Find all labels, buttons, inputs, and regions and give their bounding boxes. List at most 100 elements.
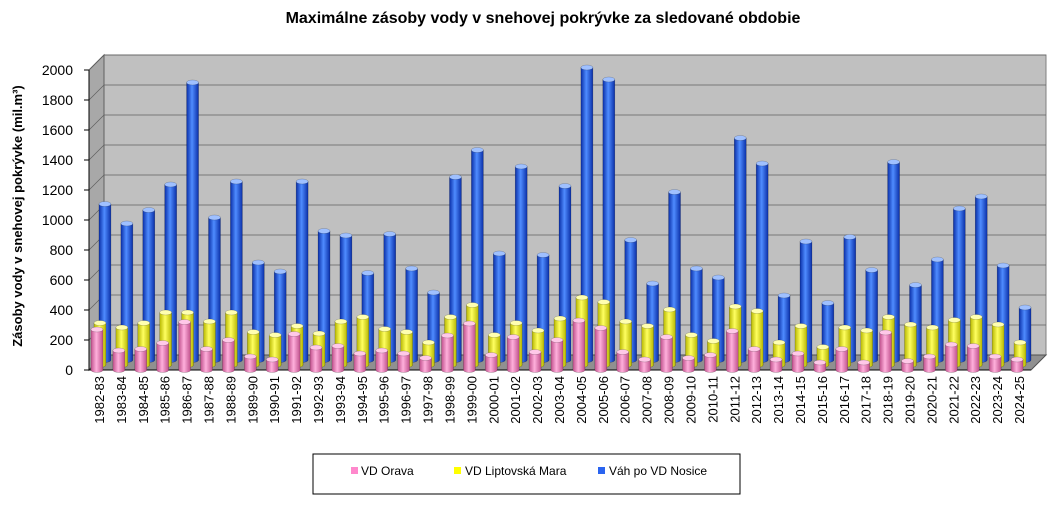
bar-vah-nosice-1992-93 [317,228,331,363]
legend-swatch-orava [351,467,358,474]
y-tick-label: 1600 [42,122,73,138]
y-axis-label: Zásoby vody v snehovej pokrývke (mil.m³) [10,85,25,347]
x-tick-label: 1998-99 [442,376,457,424]
x-tick-label: 2009-10 [683,376,698,424]
x-tick-label: 1987-88 [201,376,216,424]
bar-orava-2013-14 [769,356,783,373]
y-tick-label: 400 [50,302,74,318]
bar-orava-2009-10 [682,355,695,373]
gridline-side [88,54,105,71]
bar-orava-2024-25 [1010,356,1024,373]
y-tick-label: 1800 [42,92,73,108]
x-tick-label: 2003-04 [552,376,567,424]
bar-orava-1998-99 [441,332,454,373]
x-tick-label: 1990-91 [267,376,282,424]
y-tick-label: 1200 [42,182,73,198]
gridline-side [88,114,105,131]
y-tick-label: 200 [50,332,74,348]
y-tick-label: 1000 [42,212,73,228]
bar-orava-1988-89 [222,337,235,373]
bar-orava-2012-13 [747,346,761,373]
x-tick-label: 2012-13 [749,376,764,424]
x-tick-label: 1992-93 [311,376,326,424]
bar-orava-1993-94 [331,343,345,373]
bar-orava-2006-07 [616,349,629,373]
bar-orava-2016-17 [835,346,849,373]
gridline-side [88,84,105,101]
x-tick-label: 1991-92 [289,376,304,424]
bar-orava-2011-12 [726,328,739,373]
x-tick-label: 2010-11 [705,376,720,423]
bar-vah-nosice-2018-19 [887,159,900,363]
bar-orava-2005-06 [594,325,608,373]
x-tick-label: 1988-89 [223,376,238,424]
x-tick-label: 2019-20 [903,376,918,424]
bar-orava-2023-24 [988,353,1002,373]
bar-orava-2015-16 [813,359,827,373]
bar-orava-2022-23 [966,343,980,373]
legend: VD Orava VD Liptovská Mara Váh po VD Nos… [312,453,741,495]
legend-label-liptovska-mara: VD Liptovská Mara [465,464,567,478]
x-tick-label: 1996-97 [399,376,414,424]
x-tick-label: 2021-22 [946,376,961,424]
bar-orava-1985-86 [156,340,169,373]
chart-title: Maximálne zásoby vody v snehovej pokrývk… [286,10,801,27]
x-tick-label: 2014-15 [793,376,808,424]
bar-orava-2000-01 [485,352,498,373]
x-tick-label: 2005-06 [596,376,611,424]
bar-orava-1982-83 [90,326,104,373]
y-tick-label: 2000 [42,62,73,78]
legend-item-orava: VD Orava [351,464,414,478]
x-tick-label: 1997-98 [421,376,436,424]
bar-orava-2004-05 [572,317,586,373]
gridline-side [88,174,105,191]
x-tick-label: 1999-00 [464,376,479,424]
y-tick-label: 1400 [42,152,73,168]
bar-orava-1983-84 [112,347,126,373]
bar-orava-2021-22 [945,341,958,373]
x-tick-label: 2022-23 [968,376,983,424]
bar-orava-2001-02 [506,334,520,373]
x-tick-label: 2024-25 [1012,376,1027,424]
bar-orava-2010-11 [704,352,717,373]
bar-orava-1986-87 [178,319,191,373]
x-tick-label: 2004-05 [574,376,589,424]
bar-orava-1987-88 [200,346,213,373]
gridline-side [88,144,105,161]
x-tick-label: 2018-19 [881,376,896,424]
x-tick-label: 2011-12 [727,376,742,423]
x-tick-label: 1995-96 [377,376,392,424]
legend-label-vah-nosice: Váh po VD Nosice [609,464,707,478]
bar-orava-1984-85 [134,346,148,373]
legend-swatch-vah-nosice [598,467,605,474]
bar-orava-1992-93 [309,344,323,373]
bar-orava-2007-08 [638,356,651,373]
legend-item-liptovska-mara: VD Liptovská Mara [454,464,567,478]
x-tick-label: 1989-90 [245,376,260,424]
bar-orava-1991-92 [287,331,301,373]
x-tick-label: 1986-87 [180,376,195,424]
bar-orava-1990-91 [265,356,279,373]
x-tick-label: 1983-84 [114,376,129,424]
x-tick-label: 2000-01 [486,376,501,424]
bar-orava-1989-90 [244,353,257,373]
x-tick-label: 2008-09 [662,376,677,424]
x-tick-label: 1993-94 [333,376,348,424]
bar-orava-2018-19 [879,329,892,373]
y-tick-label: 800 [50,242,74,258]
bar-orava-1997-98 [419,355,432,373]
x-axis-ticks: 1982-83 1983-84 1984-85 1985-86 1986-87 1987-… [92,376,1027,424]
x-tick-label: 1982-83 [92,376,107,424]
legend-swatch-liptovska-mara [454,467,461,474]
x-tick-label: 2020-21 [924,376,939,424]
x-tick-label: 2016-17 [837,376,852,424]
x-tick-label: 2006-07 [618,376,633,424]
bar-vah-nosice-2001-02 [514,163,528,363]
bar-orava-2008-09 [660,334,673,373]
x-tick-label: 1984-85 [136,376,151,424]
x-tick-label: 2023-24 [990,376,1005,424]
x-tick-label: 2015-16 [815,376,830,424]
x-tick-label: 1994-95 [355,376,370,424]
bar-orava-1996-97 [397,350,410,373]
bars [90,64,1032,373]
